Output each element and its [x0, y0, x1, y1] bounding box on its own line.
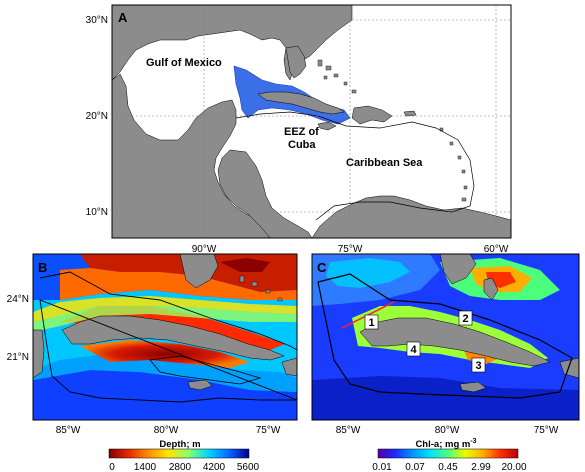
chla-tick-2-99: 2.99	[471, 462, 491, 472]
lon-tick-75w: 75°W	[338, 244, 363, 255]
depth-tick-5600: 5600	[237, 462, 260, 472]
lat-tick-30n: 30°N	[86, 15, 108, 26]
depth-colorbar: Depth; m 0 1400 2800 4200 5600	[108, 439, 260, 472]
chla-colorbar-title-main: Chl-a; mg m	[415, 439, 470, 450]
panel-b-lat-ticks: 24°N 21°N	[7, 294, 29, 363]
lon-tick-85w-c: 85°W	[336, 425, 361, 436]
depth-shelf-cuba-south	[80, 340, 250, 368]
site-4-label: 4	[410, 344, 417, 356]
jamaica-land-b	[187, 379, 213, 391]
land-hispaniola	[351, 105, 393, 125]
depth-colorbar-ramp	[108, 448, 250, 459]
lat-tick-24n: 24°N	[7, 294, 29, 305]
chla-tick-0-01: 0.01	[372, 462, 392, 472]
land-lesser-antilles	[439, 127, 468, 202]
site-2-box	[458, 310, 473, 326]
panel-a-grid	[112, 5, 511, 238]
land-puerto-rico	[403, 110, 417, 117]
panel-b-letter: B	[38, 260, 47, 275]
lon-tick-60w: 60°W	[484, 244, 509, 255]
panel-a-letter: A	[118, 10, 128, 25]
depth-colorbar-title: Depth; m	[159, 439, 200, 450]
depth-tick-2800: 2800	[169, 462, 192, 472]
label-gulf-of-mexico: Gulf of Mexico	[146, 57, 222, 69]
site-1-label: 1	[368, 317, 374, 329]
depth-shallow-bahamas	[220, 258, 270, 272]
panel-c-chla-map: C 1 2 3 4 85°W 80°W 75°W Chl-a; mg m-3 0…	[311, 253, 580, 472]
depth-shelf-north	[60, 268, 297, 300]
depth-mid-south	[33, 352, 297, 392]
lon-tick-75w-b: 75°W	[256, 425, 281, 436]
panel-b-lon-ticks: 85°W 80°W 75°W	[56, 425, 281, 436]
chla-colorbar-title-sup: -3	[470, 438, 476, 445]
panel-a-lon-ticks: 90°W 75°W 60°W	[192, 244, 509, 255]
site-markers: 1 2 3 4	[364, 310, 486, 373]
chla-tick-0-45: 0.45	[438, 462, 458, 472]
label-caribbean-sea: Caribbean Sea	[346, 157, 423, 169]
land-cuba	[257, 91, 345, 115]
chla-south-low	[312, 376, 579, 420]
site-3-box	[471, 357, 486, 373]
panel-c-frame	[311, 253, 580, 421]
lon-tick-75w-c: 75°W	[534, 425, 559, 436]
panel-a-map: A 30°N 20°N 10°N 90°W 75°W 60°W Gulf of …	[86, 4, 512, 255]
panel-c-letter: C	[317, 260, 327, 275]
chla-tick-0-07: 0.07	[405, 462, 425, 472]
chla-colorbar-ramp	[377, 448, 519, 459]
depth-yellow-band	[33, 296, 297, 322]
cuba-land-b	[61, 315, 285, 361]
label-eez-line2: Cuba	[288, 139, 316, 151]
panel-c-lon-ticks: 85°W 80°W 75°W	[336, 425, 559, 436]
land-bahamas	[317, 59, 357, 94]
caribbean-eez-outline	[235, 111, 475, 221]
chla-tick-20-00: 20.00	[501, 462, 526, 472]
site-1-box	[364, 314, 379, 330]
eez-inner-outline-b	[149, 355, 262, 385]
lon-tick-80w-c: 80°W	[435, 425, 460, 436]
bahamas-land-c	[483, 277, 499, 301]
lon-tick-80w-b: 80°W	[154, 425, 179, 436]
depth-deep-south	[33, 370, 297, 420]
chla-colorbar-title: Chl-a; mg m-3	[415, 438, 476, 450]
yucatan-land-b	[33, 329, 45, 379]
depth-tick-0: 0	[109, 462, 115, 472]
florida-land-c	[439, 254, 477, 285]
lat-tick-20n: 20°N	[86, 111, 108, 122]
eez-outline-b	[39, 271, 297, 403]
eez-outline-c	[317, 273, 573, 399]
land-jamaica	[317, 121, 337, 131]
label-eez-line1: EEZ of	[284, 126, 319, 138]
land-florida	[285, 45, 307, 79]
depth-green-band	[33, 306, 297, 332]
cuba-land-c	[359, 317, 551, 367]
site-3-label: 3	[475, 360, 481, 372]
lat-tick-21n: 21°N	[7, 352, 29, 363]
site-4-box	[406, 341, 421, 357]
depth-tick-1400: 1400	[134, 462, 157, 472]
panel-a-lat-ticks: 30°N 20°N 10°N	[86, 15, 108, 218]
lat-tick-10n: 10°N	[86, 207, 108, 218]
panel-b-depth-map: B 24°N 21°N 85°W 80°W 75°W Depth; m 0 14…	[7, 253, 298, 472]
land-south-america	[311, 195, 511, 238]
bahamas-land-b	[239, 275, 283, 302]
hispaniola-land-c	[559, 357, 579, 379]
hispaniola-land-b	[281, 357, 297, 377]
land-central-america	[217, 149, 313, 238]
panel-a-frame	[111, 4, 512, 239]
lon-tick-85w-b: 85°W	[56, 425, 81, 436]
lon-tick-90w: 90°W	[192, 244, 217, 255]
chla-cyan-north	[326, 258, 410, 288]
jamaica-land-c	[459, 381, 487, 393]
panel-b-frame	[32, 253, 298, 421]
depth-tick-4200: 4200	[203, 462, 226, 472]
chla-colorbar: Chl-a; mg m-3 0.01 0.07 0.45 2.99 20.00	[372, 438, 527, 472]
site-2-label: 2	[462, 313, 468, 325]
florida-land-b	[179, 254, 219, 289]
